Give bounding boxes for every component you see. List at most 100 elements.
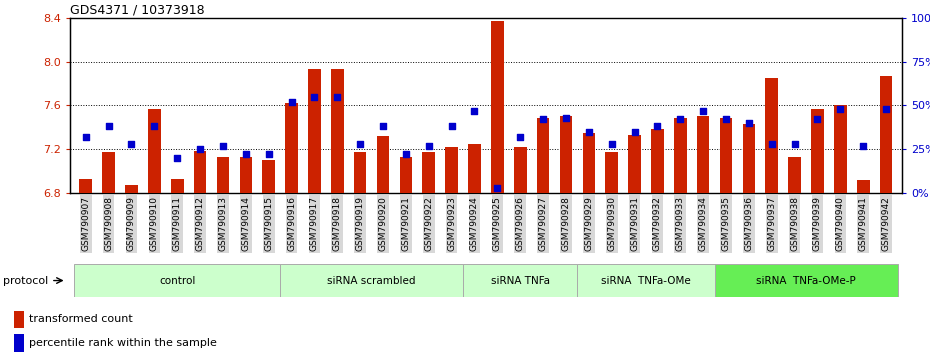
- Text: percentile rank within the sample: percentile rank within the sample: [29, 338, 217, 348]
- Text: GSM790914: GSM790914: [241, 196, 250, 251]
- Bar: [126, 185, 138, 193]
- Bar: [422, 153, 435, 193]
- Point: [559, 115, 574, 120]
- Text: siRNA  TNFa-OMe: siRNA TNFa-OMe: [601, 275, 691, 286]
- Bar: [765, 78, 778, 193]
- Bar: [240, 157, 252, 193]
- Text: protocol: protocol: [4, 275, 48, 286]
- Point: [536, 116, 551, 122]
- Point: [787, 141, 802, 147]
- Text: GSM790929: GSM790929: [584, 196, 593, 251]
- Bar: [834, 105, 846, 193]
- Text: GSM790912: GSM790912: [195, 196, 205, 251]
- Point: [376, 124, 391, 129]
- Bar: [217, 157, 230, 193]
- Bar: [537, 119, 550, 193]
- Bar: [14, 311, 24, 328]
- Point: [285, 99, 299, 105]
- Bar: [148, 109, 161, 193]
- Point: [398, 152, 413, 157]
- Point: [627, 129, 642, 135]
- Point: [833, 106, 848, 112]
- Text: GSM790924: GSM790924: [470, 196, 479, 251]
- Text: GSM790942: GSM790942: [882, 196, 891, 251]
- Text: GSM790931: GSM790931: [630, 196, 639, 251]
- Bar: [629, 135, 641, 193]
- Bar: [789, 157, 801, 193]
- Text: GSM790918: GSM790918: [333, 196, 342, 251]
- Bar: [331, 69, 343, 193]
- Bar: [377, 136, 390, 193]
- Bar: [811, 109, 824, 193]
- Bar: [605, 153, 618, 193]
- Text: control: control: [159, 275, 195, 286]
- Point: [261, 152, 276, 157]
- Text: GSM790916: GSM790916: [287, 196, 296, 251]
- Text: GSM790941: GSM790941: [858, 196, 868, 251]
- Text: GSM790927: GSM790927: [538, 196, 548, 251]
- Text: GSM790915: GSM790915: [264, 196, 273, 251]
- Point: [101, 124, 116, 129]
- Text: GSM790911: GSM790911: [173, 196, 181, 251]
- Bar: [560, 116, 572, 193]
- Point: [879, 106, 894, 112]
- Text: GSM790930: GSM790930: [607, 196, 617, 251]
- Text: GSM790922: GSM790922: [424, 196, 433, 251]
- Bar: [262, 160, 275, 193]
- Bar: [857, 180, 870, 193]
- Point: [330, 94, 345, 99]
- Text: GSM790910: GSM790910: [150, 196, 159, 251]
- Point: [856, 143, 870, 148]
- Text: GSM790932: GSM790932: [653, 196, 662, 251]
- Point: [696, 108, 711, 113]
- Point: [352, 141, 367, 147]
- Bar: [582, 133, 595, 193]
- Text: GSM790938: GSM790938: [790, 196, 799, 251]
- Bar: [280, 264, 463, 297]
- Point: [467, 108, 482, 113]
- Bar: [468, 144, 481, 193]
- Point: [170, 155, 185, 161]
- Text: GSM790939: GSM790939: [813, 196, 822, 251]
- Bar: [286, 103, 298, 193]
- Text: GSM790908: GSM790908: [104, 196, 113, 251]
- Bar: [445, 147, 458, 193]
- Bar: [308, 69, 321, 193]
- Text: GSM790909: GSM790909: [127, 196, 136, 251]
- Point: [124, 141, 139, 147]
- Bar: [514, 147, 526, 193]
- Point: [490, 185, 505, 190]
- Bar: [400, 157, 412, 193]
- Bar: [714, 264, 897, 297]
- Text: GSM790928: GSM790928: [562, 196, 570, 251]
- Point: [147, 124, 162, 129]
- Bar: [14, 334, 24, 352]
- Bar: [720, 119, 732, 193]
- Text: GSM790925: GSM790925: [493, 196, 502, 251]
- Bar: [79, 179, 92, 193]
- Point: [672, 116, 687, 122]
- Point: [581, 129, 596, 135]
- Point: [78, 134, 93, 140]
- Point: [445, 124, 459, 129]
- Text: GSM790936: GSM790936: [744, 196, 753, 251]
- Bar: [491, 21, 504, 193]
- Point: [421, 143, 436, 148]
- Point: [764, 141, 779, 147]
- Point: [307, 94, 322, 99]
- Text: GSM790921: GSM790921: [402, 196, 410, 251]
- Text: GSM790926: GSM790926: [516, 196, 525, 251]
- Point: [604, 141, 619, 147]
- Text: siRNA TNFa: siRNA TNFa: [491, 275, 550, 286]
- Text: GSM790907: GSM790907: [81, 196, 90, 251]
- Bar: [697, 116, 710, 193]
- Point: [512, 134, 527, 140]
- Point: [650, 124, 665, 129]
- Text: GSM790923: GSM790923: [447, 196, 456, 251]
- Text: siRNA scrambled: siRNA scrambled: [327, 275, 416, 286]
- Bar: [171, 179, 183, 193]
- Bar: [578, 264, 714, 297]
- Text: GSM790917: GSM790917: [310, 196, 319, 251]
- Bar: [463, 264, 578, 297]
- Point: [216, 143, 231, 148]
